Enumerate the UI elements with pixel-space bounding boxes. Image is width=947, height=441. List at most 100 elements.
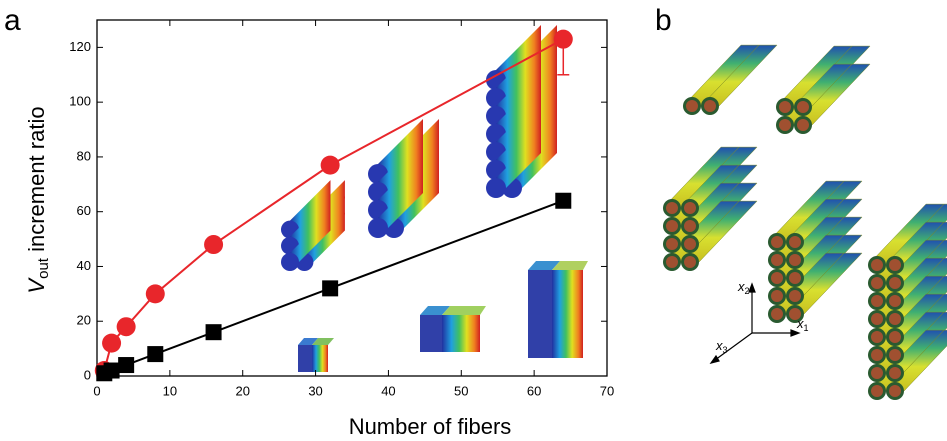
panel-label: b — [655, 4, 672, 37]
fiber-core — [871, 349, 883, 361]
y-tick-label: 80 — [77, 148, 91, 163]
fiber-core — [771, 236, 783, 248]
fiber-body — [304, 212, 345, 271]
y-axis-label: Vout increment ratio — [24, 106, 52, 293]
fiber-core — [789, 254, 801, 266]
point — [102, 333, 122, 353]
panel-label: a — [4, 4, 21, 37]
point — [204, 235, 224, 255]
axis-subscript: 3 — [723, 345, 728, 355]
y-label-text: increment ratio — [24, 106, 49, 258]
fiber-core — [889, 313, 901, 325]
slab-inset — [298, 261, 588, 372]
fiber-core — [789, 308, 801, 320]
fiber-core — [889, 259, 901, 271]
y-tick-label: 60 — [77, 203, 91, 218]
fiber-core — [789, 236, 801, 248]
fiber-core — [684, 202, 696, 214]
point — [103, 362, 120, 379]
fiber-body — [378, 119, 423, 184]
fiber-core — [797, 119, 809, 131]
fiber-core — [889, 367, 901, 379]
y-tick-label: 120 — [69, 39, 91, 54]
axis-symbol: x — [715, 338, 723, 353]
fiber-core — [871, 295, 883, 307]
fiber-core — [666, 220, 678, 232]
plot-frame — [96, 19, 608, 377]
fiber-core — [889, 385, 901, 397]
fiber-core — [789, 290, 801, 302]
fiber-body — [496, 115, 541, 180]
y-label-symbol: V — [24, 277, 49, 294]
fiber-end — [281, 253, 299, 271]
fiber-body — [496, 97, 541, 162]
fiber-core — [779, 119, 791, 131]
fiber-core — [771, 308, 783, 320]
fiber-body — [394, 173, 439, 238]
axis-symbol: x — [737, 279, 745, 294]
fiber-body — [496, 61, 541, 126]
fiber-core — [871, 259, 883, 271]
fiber-body — [290, 196, 331, 255]
fiber-core — [666, 256, 678, 268]
y-tick-label: 40 — [77, 258, 91, 273]
point — [145, 284, 165, 304]
fiber-body — [496, 25, 541, 90]
fiber-core — [686, 100, 698, 112]
fiber-core — [789, 272, 801, 284]
fiber-end — [486, 178, 506, 198]
fiber-core — [684, 220, 696, 232]
fiber-core — [871, 277, 883, 289]
fiber-core — [871, 331, 883, 343]
axis-name: x2 — [737, 279, 750, 296]
fiber-core — [871, 367, 883, 379]
fiber-body — [496, 133, 541, 198]
fiber-core — [771, 272, 783, 284]
x-tick-label: 30 — [308, 383, 322, 398]
x-tick-label: 40 — [381, 383, 395, 398]
x-tick-label: 70 — [600, 383, 614, 398]
fiber-end — [368, 218, 388, 238]
point — [205, 324, 222, 341]
axis-name: x1 — [796, 316, 809, 333]
fiber-body — [378, 173, 423, 238]
fiber-core — [666, 202, 678, 214]
axis-subscript: 2 — [745, 286, 750, 296]
fiber-core — [889, 349, 901, 361]
coordinate-axes — [709, 282, 801, 364]
point — [555, 192, 572, 209]
point — [116, 317, 136, 337]
fiber-bundles — [662, 44, 947, 400]
x-tick-label: 60 — [527, 383, 541, 398]
fiber-core — [779, 101, 791, 113]
fiber-core — [666, 238, 678, 250]
point — [320, 155, 340, 175]
fiber-core — [704, 100, 716, 112]
fiber-core — [871, 313, 883, 325]
point — [322, 280, 339, 297]
fiber-core — [871, 385, 883, 397]
x-tick-label: 20 — [235, 383, 249, 398]
axis-symbol: x — [796, 316, 804, 331]
x-axis-label: Number of fibers — [349, 414, 512, 439]
fiber-body — [512, 133, 557, 198]
y-tick-label: 20 — [77, 313, 91, 328]
fiber-core — [684, 238, 696, 250]
fiber-body — [378, 137, 423, 202]
fiber-core — [889, 277, 901, 289]
fiber-body — [378, 155, 423, 220]
axis-subscript: 1 — [804, 323, 809, 333]
fiber-core — [684, 256, 696, 268]
axis-name: x3 — [715, 338, 728, 355]
point — [118, 357, 135, 374]
point — [553, 29, 573, 49]
fiber-core — [889, 295, 901, 307]
fiber-body — [290, 212, 331, 271]
point — [147, 346, 164, 363]
fiber-stack-inset — [281, 25, 557, 271]
fiber-body — [496, 79, 541, 144]
y-tick-label: 100 — [69, 94, 91, 109]
fiber-body — [496, 43, 541, 108]
fiber-core — [797, 101, 809, 113]
